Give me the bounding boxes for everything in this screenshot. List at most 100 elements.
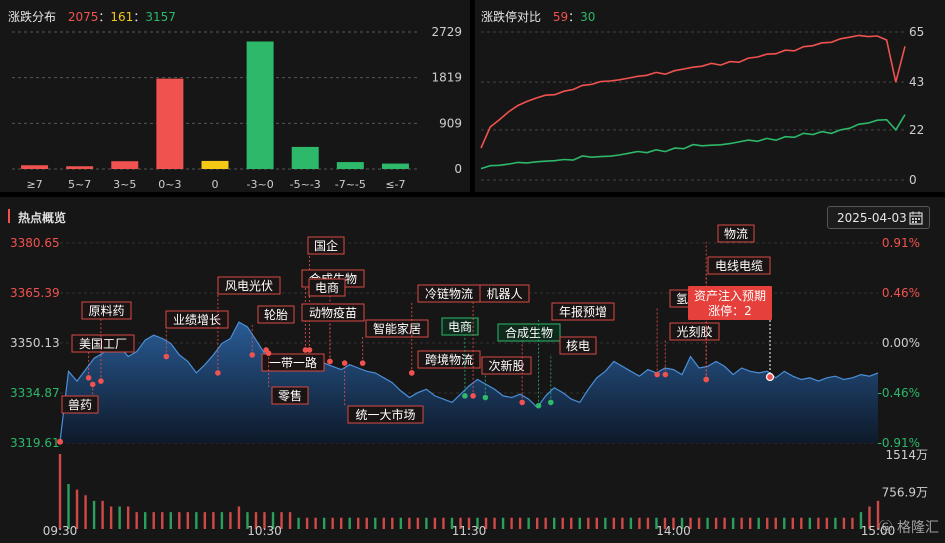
dist-x-tick: -7~-5 [335,178,366,191]
volume-bar [680,517,684,529]
volume-bar [697,517,701,529]
hot-y-right-tick: -0.91% [878,436,920,450]
dist-y-tick: 1819 [431,71,462,85]
dist-x-tick: 3~5 [113,178,136,191]
annotation-label: 零售 [278,388,302,403]
volume-bar [570,517,573,529]
annotation-label: 国企 [314,238,338,253]
annotation-label: 原料药 [88,304,124,318]
volume-bar [288,512,292,529]
distribution-title-row: 涨跌分布 2075：161：3157 [8,8,176,25]
limit-up-count: 59 [552,10,569,24]
ratio-y-tick: 22 [909,123,924,137]
volume-bar [663,517,667,529]
annotation-box [307,236,345,255]
hot-y-left-tick: 3380.65 [10,236,60,250]
volume-bar [348,517,351,529]
dist-bar [111,161,139,169]
volume-bar [740,517,743,529]
price-line [59,321,879,442]
volume-bar [203,512,207,529]
volume-bar [212,512,215,529]
hotspot-panel: 热点概览 2025-04-03 3380.65 0.91% 3365.39 0.46%… [0,197,945,543]
date-value: 2025-04-03 [837,211,907,225]
volume-bar [339,517,343,529]
volume-bar [646,517,650,529]
annotation-box [165,310,229,329]
volume-bar [331,517,334,529]
annotation-dot [703,376,710,383]
volume-bar [118,506,121,529]
volume-bar [800,517,803,529]
volume-bar [706,517,709,529]
volume-bar [467,517,471,529]
volume-bar [75,489,79,529]
volume-bar [476,517,479,529]
annotation-dot [359,360,366,366]
annotation-label: 风电光伏 [225,279,273,293]
volume-tick-max: 1514万 [885,448,928,462]
flat-count: 161 [110,10,134,24]
annotation-label: 冷链物流 [425,286,473,301]
annotation-label: 统一大市场 [355,407,415,422]
annotation-box [669,322,720,341]
volume-bar [58,454,62,529]
hot-y-right-tick: 0.00% [882,336,920,350]
calendar-icon [909,211,923,225]
annotation-dot [163,353,170,360]
volume-bar [817,517,820,529]
volume-bar [382,517,385,529]
annotation-dot [265,350,272,357]
annotation-box [481,356,532,375]
date-picker[interactable]: 2025-04-03 [827,206,930,229]
watermark-text: 格隆汇 [897,520,939,536]
dist-x-tick: -3~0 [247,178,274,191]
volume-bar [748,517,752,529]
volume-bar [612,517,616,529]
annotation-dot [249,352,256,358]
annotation-dot [306,347,313,353]
annotation-box [707,256,771,275]
volume-bar [416,517,420,529]
distribution-panel: 涨跌分布 2075：161：3157 2729 1819 909 0 ≥7 5~7 3~5 0… [0,0,470,192]
ratio-series-limit-up [480,34,906,149]
hotspot-chart[interactable]: 3380.65 0.91% 3365.39 0.46% 3350.13 0.00% 3334… [0,197,945,543]
annotation-box [257,305,295,324]
volume-bar [808,517,812,529]
annotation-label: 核电 [566,339,590,353]
dist-x-tick: ≥7 [26,178,42,191]
ratio-series-limit-down [480,114,906,170]
volume-bar [314,517,317,529]
volume-bar [450,517,454,529]
dist-bar [201,160,229,169]
hot-y-left-tick: 3365.39 [10,286,60,300]
distribution-title: 涨跌分布 [8,10,57,24]
volume-bar [169,512,172,529]
volume-bar [578,517,581,529]
dist-bar [246,41,274,169]
hot-x-tick: 14:00 [656,524,691,538]
annotation-box [365,319,429,338]
annotation-box [717,224,755,243]
annotation-box [559,336,597,355]
volume-bar [254,512,258,529]
annotation-dot [662,371,669,378]
volume-bar [774,517,777,529]
volume-bar [144,512,147,529]
hot-x-tick: 10:30 [247,524,282,538]
ratio-title-row: 涨跌停对比 59：30 [481,8,595,25]
dist-x-tick: -5~-3 [290,178,321,191]
ratio-y-tick: 65 [909,25,924,39]
volume-bar [544,517,547,529]
annotation-box [301,303,365,322]
annotation-label: 动物疫苗 [309,305,357,320]
volume-bar [161,512,164,529]
volume-bar [126,506,130,529]
annotation-label: 电商 [315,280,339,295]
distribution-chart: 2729 1819 909 0 ≥7 5~7 3~5 0~3 0 -3~0 -5~-3 -7~-5 ≤-… [12,25,462,191]
volume-bar [629,517,633,529]
volume-bar [374,517,377,529]
volume-bar [263,512,266,529]
volume-bar [484,517,488,529]
sep-1: ： [98,10,111,24]
